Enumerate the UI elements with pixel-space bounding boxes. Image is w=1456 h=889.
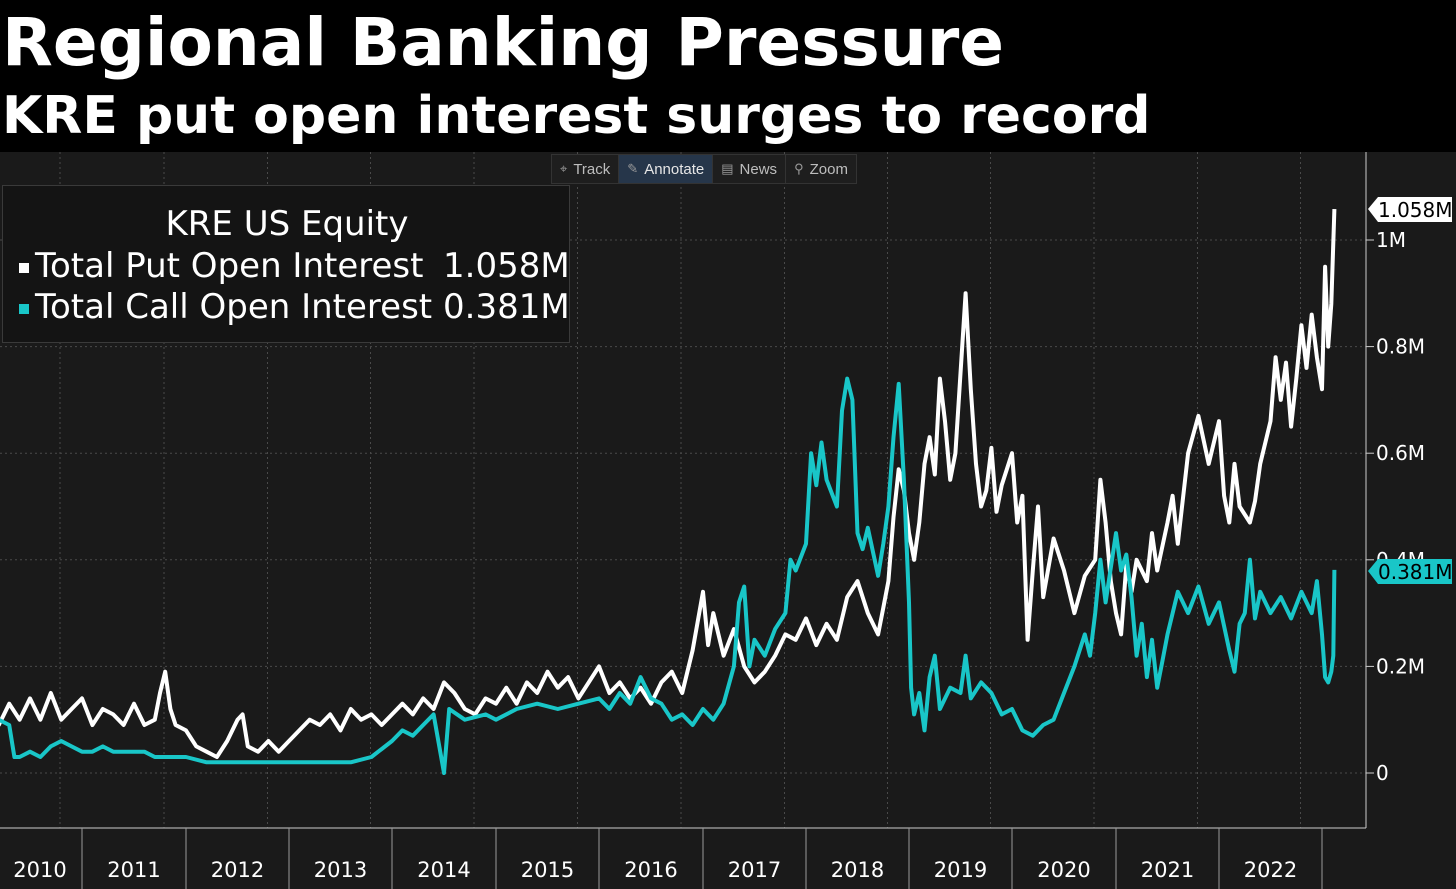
put-open-interest-line	[0, 209, 1337, 759]
x-tick-label: 2017	[728, 858, 781, 882]
x-tick-label: 2014	[417, 858, 470, 882]
legend-title: KRE US Equity	[165, 204, 409, 244]
x-tick-label: 2021	[1141, 858, 1194, 882]
y-tick-label: 0.2M	[1376, 654, 1425, 678]
x-tick-label: 2020	[1037, 858, 1090, 882]
x-tick-label: 2022	[1244, 858, 1297, 882]
chart-header: Regional Banking Pressure KRE put open i…	[0, 0, 1456, 152]
last-value-tag	[1368, 559, 1452, 584]
pencil-icon: ✎	[627, 161, 639, 176]
x-tick-label: 2012	[211, 858, 264, 882]
legend-entry-put: Total Put Open Interest 1.058M	[19, 246, 570, 286]
call-open-interest-line	[0, 376, 1337, 775]
chart-toolbar: ⌖ Track ✎ Annotate ▤ News ⚲ Zoom	[551, 154, 857, 184]
y-tick-label: 0.8M	[1376, 335, 1425, 359]
legend-label-put: Total Put Open Interest	[35, 246, 424, 286]
last-value-text: 1.058M	[1378, 198, 1453, 222]
chart-subtitle: KRE put open interest surges to record	[2, 86, 1151, 146]
call-last-value-label: 0.381M	[1368, 559, 1453, 584]
x-tick-label: 2013	[314, 858, 367, 882]
legend-entry-call: Total Call Open Interest 0.381M	[19, 287, 570, 327]
legend-value-call: 0.381M	[443, 287, 570, 327]
track-button[interactable]: ⌖ Track	[552, 155, 620, 183]
y-tick-label: 1M	[1376, 228, 1406, 252]
chart-legend: KRE US Equity Total Put Open Interest 1.…	[2, 185, 570, 343]
x-tick-label: 2011	[107, 858, 160, 882]
x-tick-label: 2015	[521, 858, 574, 882]
x-tick-label: 2016	[624, 858, 677, 882]
x-tick-label: 2018	[831, 858, 884, 882]
last-value-tag	[1368, 197, 1452, 222]
annotate-button[interactable]: ✎ Annotate	[619, 155, 714, 183]
legend-value-put: 1.058M	[443, 246, 570, 286]
news-button[interactable]: ▤ News	[713, 155, 787, 183]
legend-swatch-call	[19, 303, 29, 314]
x-tick-label: 2010	[13, 858, 66, 882]
put-last-value-label: 1.058M	[1368, 197, 1453, 222]
legend-label-call: Total Call Open Interest	[35, 287, 433, 327]
legend-swatch-put	[19, 262, 29, 273]
chart-title: Regional Banking Pressure	[2, 4, 1005, 81]
last-value-text: 0.381M	[1378, 560, 1453, 584]
news-icon: ▤	[721, 161, 734, 176]
y-tick-label: 0.6M	[1376, 441, 1425, 465]
x-tick-label: 2019	[934, 858, 987, 882]
crosshair-icon: ⌖	[560, 161, 568, 176]
y-tick-label: 0	[1376, 761, 1389, 785]
zoom-button[interactable]: ⚲ Zoom	[794, 160, 848, 178]
magnifier-icon: ⚲	[794, 161, 804, 176]
